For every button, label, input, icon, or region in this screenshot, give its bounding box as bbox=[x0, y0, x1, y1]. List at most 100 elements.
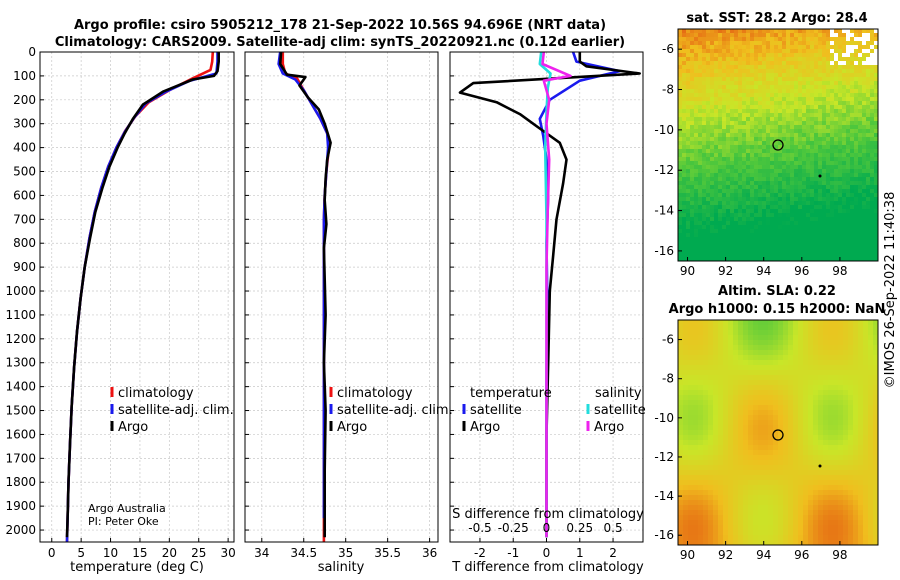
heatmap-cell bbox=[810, 101, 815, 106]
heatmap-cell bbox=[808, 470, 814, 476]
heatmap-cell bbox=[710, 137, 715, 142]
heatmap-cell bbox=[813, 475, 819, 481]
heatmap-cell bbox=[863, 465, 869, 471]
heatmap-cell bbox=[718, 253, 723, 258]
heatmap-cell bbox=[690, 161, 695, 166]
heatmap-cell bbox=[734, 133, 739, 138]
heatmap-cell bbox=[854, 245, 859, 250]
heatmap-cell bbox=[814, 45, 819, 50]
heatmap-cell bbox=[830, 77, 835, 82]
heatmap-cell bbox=[798, 490, 804, 496]
heatmap-cell bbox=[710, 233, 715, 238]
heatmap-cell bbox=[723, 430, 729, 436]
heatmap-cell bbox=[818, 89, 823, 94]
heatmap-cell bbox=[808, 505, 814, 511]
heatmap-cell bbox=[828, 440, 834, 446]
heatmap-cell bbox=[678, 430, 684, 436]
heatmap-cell bbox=[762, 113, 767, 118]
heatmap-cell bbox=[806, 209, 811, 214]
heatmap-cell bbox=[826, 121, 831, 126]
heatmap-cell bbox=[803, 405, 809, 411]
heatmap-cell bbox=[808, 320, 814, 326]
heatmap-cell bbox=[773, 395, 779, 401]
heatmap-cell bbox=[833, 375, 839, 381]
heatmap-cell bbox=[688, 465, 694, 471]
heatmap-cell bbox=[822, 153, 827, 158]
heatmap-cell bbox=[868, 345, 874, 351]
heatmap-cell bbox=[693, 385, 699, 391]
heatmap-cell bbox=[830, 213, 835, 218]
heatmap-cell bbox=[773, 525, 779, 531]
heatmap-cell bbox=[742, 109, 747, 114]
heatmap-cell bbox=[833, 350, 839, 356]
heatmap-cell bbox=[762, 221, 767, 226]
heatmap-cell bbox=[718, 475, 724, 481]
heatmap-cell bbox=[866, 125, 871, 130]
heatmap-cell bbox=[854, 225, 859, 230]
heatmap-cell bbox=[678, 500, 684, 506]
heatmap-cell bbox=[782, 233, 787, 238]
heatmap-cell bbox=[853, 340, 859, 346]
heatmap-cell bbox=[823, 420, 829, 426]
heatmap-cell bbox=[758, 450, 764, 456]
heatmap-cell bbox=[694, 233, 699, 238]
heatmap-cell bbox=[742, 189, 747, 194]
heatmap-cell bbox=[738, 73, 743, 78]
heatmap-cell bbox=[766, 97, 771, 102]
heatmap-cell bbox=[846, 253, 851, 258]
heatmap-cell bbox=[763, 330, 769, 336]
heatmap-cell bbox=[794, 165, 799, 170]
heatmap-cell bbox=[854, 85, 859, 90]
heatmap-cell bbox=[822, 221, 827, 226]
heatmap-cell bbox=[833, 335, 839, 341]
heatmap-cell bbox=[758, 85, 763, 90]
heatmap-cell bbox=[728, 350, 734, 356]
heatmap-cell bbox=[682, 129, 687, 134]
heatmap-cell bbox=[750, 141, 755, 146]
heatmap-cell bbox=[738, 53, 743, 58]
heatmap-cell bbox=[738, 57, 743, 62]
heatmap-cell bbox=[793, 355, 799, 361]
heatmap-cell bbox=[826, 201, 831, 206]
heatmap-cell bbox=[728, 450, 734, 456]
heatmap-cell bbox=[866, 41, 871, 46]
heatmap-cell bbox=[833, 435, 839, 441]
heatmap-cell bbox=[734, 253, 739, 258]
heatmap-cell bbox=[713, 360, 719, 366]
heatmap-cell bbox=[782, 153, 787, 158]
heatmap-cell bbox=[766, 33, 771, 38]
heatmap-cell bbox=[708, 425, 714, 431]
heatmap-cell bbox=[738, 325, 744, 331]
heatmap-cell bbox=[723, 435, 729, 441]
heatmap-cell bbox=[723, 370, 729, 376]
heatmap-cell bbox=[730, 237, 735, 242]
heatmap-cell bbox=[714, 169, 719, 174]
heatmap-cell bbox=[858, 490, 864, 496]
heatmap-cell bbox=[850, 149, 855, 154]
heatmap-cell bbox=[738, 445, 744, 451]
heatmap-cell bbox=[830, 161, 835, 166]
heatmap-cell bbox=[690, 69, 695, 74]
legend-climatology: climatology bbox=[337, 386, 413, 401]
heatmap-cell bbox=[850, 229, 855, 234]
heatmap-cell bbox=[698, 29, 703, 34]
heatmap-cell bbox=[768, 520, 774, 526]
heatmap-cell bbox=[848, 440, 854, 446]
heatmap-cell bbox=[774, 225, 779, 230]
heatmap-cell bbox=[858, 69, 863, 74]
heatmap-cell bbox=[758, 169, 763, 174]
heatmap-cell bbox=[808, 535, 814, 541]
heatmap-cell bbox=[862, 49, 867, 54]
heatmap-cell bbox=[842, 57, 847, 62]
heatmap-cell bbox=[766, 121, 771, 126]
heatmap-cell bbox=[702, 253, 707, 258]
heatmap-cell bbox=[778, 37, 783, 42]
heatmap-cell bbox=[810, 61, 815, 66]
heatmap-cell bbox=[738, 350, 744, 356]
heatmap-cell bbox=[706, 133, 711, 138]
heatmap-cell bbox=[754, 201, 759, 206]
heatmap-cell bbox=[758, 520, 764, 526]
heatmap-cell bbox=[813, 535, 819, 541]
heatmap-cell bbox=[686, 57, 691, 62]
heatmap-cell bbox=[850, 177, 855, 182]
